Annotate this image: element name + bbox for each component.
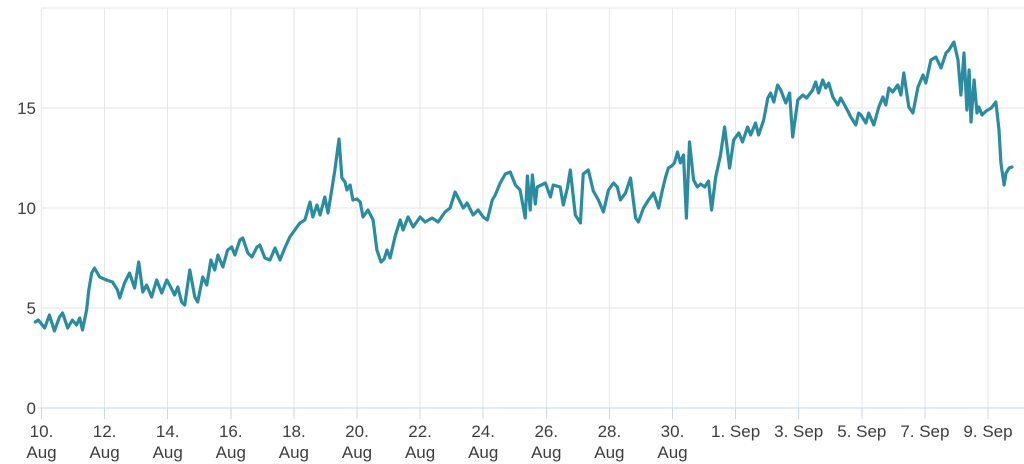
x-tick-label: 5. Sep	[837, 422, 886, 441]
x-tick-label: 14.	[156, 422, 180, 441]
x-tick-label-line2: Aug	[216, 443, 246, 462]
x-tick-label: 12.	[93, 422, 117, 441]
x-tick-label: 22.	[408, 422, 432, 441]
x-tick-label-line2: Aug	[531, 443, 561, 462]
y-tick-label: 5	[27, 299, 36, 318]
x-tick-label: 10.	[30, 422, 54, 441]
x-tick-label: 26.	[534, 422, 558, 441]
data-series-line[interactable]	[33, 40, 1014, 333]
y-tick-label: 0	[27, 399, 36, 418]
x-tick-label: 20.	[345, 422, 369, 441]
x-tick-label-line2: Aug	[594, 443, 624, 462]
x-tick-label: 16.	[219, 422, 243, 441]
x-tick-label: 1. Sep	[711, 422, 760, 441]
x-tick-label-line2: Aug	[26, 443, 56, 462]
x-tick-label: 30.	[661, 422, 685, 441]
x-tick-label: 7. Sep	[900, 422, 949, 441]
x-tick-label: 18.	[282, 422, 306, 441]
x-tick-label-line2: Aug	[468, 443, 498, 462]
x-tick-label-line2: Aug	[342, 443, 372, 462]
x-tick-label: 3. Sep	[774, 422, 823, 441]
x-tick-label-line2: Aug	[405, 443, 435, 462]
x-tick-label: 24.	[471, 422, 495, 441]
x-tick-label-line2: Aug	[89, 443, 119, 462]
x-tick-label: 28.	[598, 422, 622, 441]
y-tick-label: 10	[17, 199, 36, 218]
x-tick-label-line2: Aug	[657, 443, 687, 462]
y-tick-label: 15	[17, 99, 36, 118]
x-tick-label-line2: Aug	[279, 443, 309, 462]
x-tick-label: 9. Sep	[963, 422, 1012, 441]
x-tick-label-line2: Aug	[153, 443, 183, 462]
